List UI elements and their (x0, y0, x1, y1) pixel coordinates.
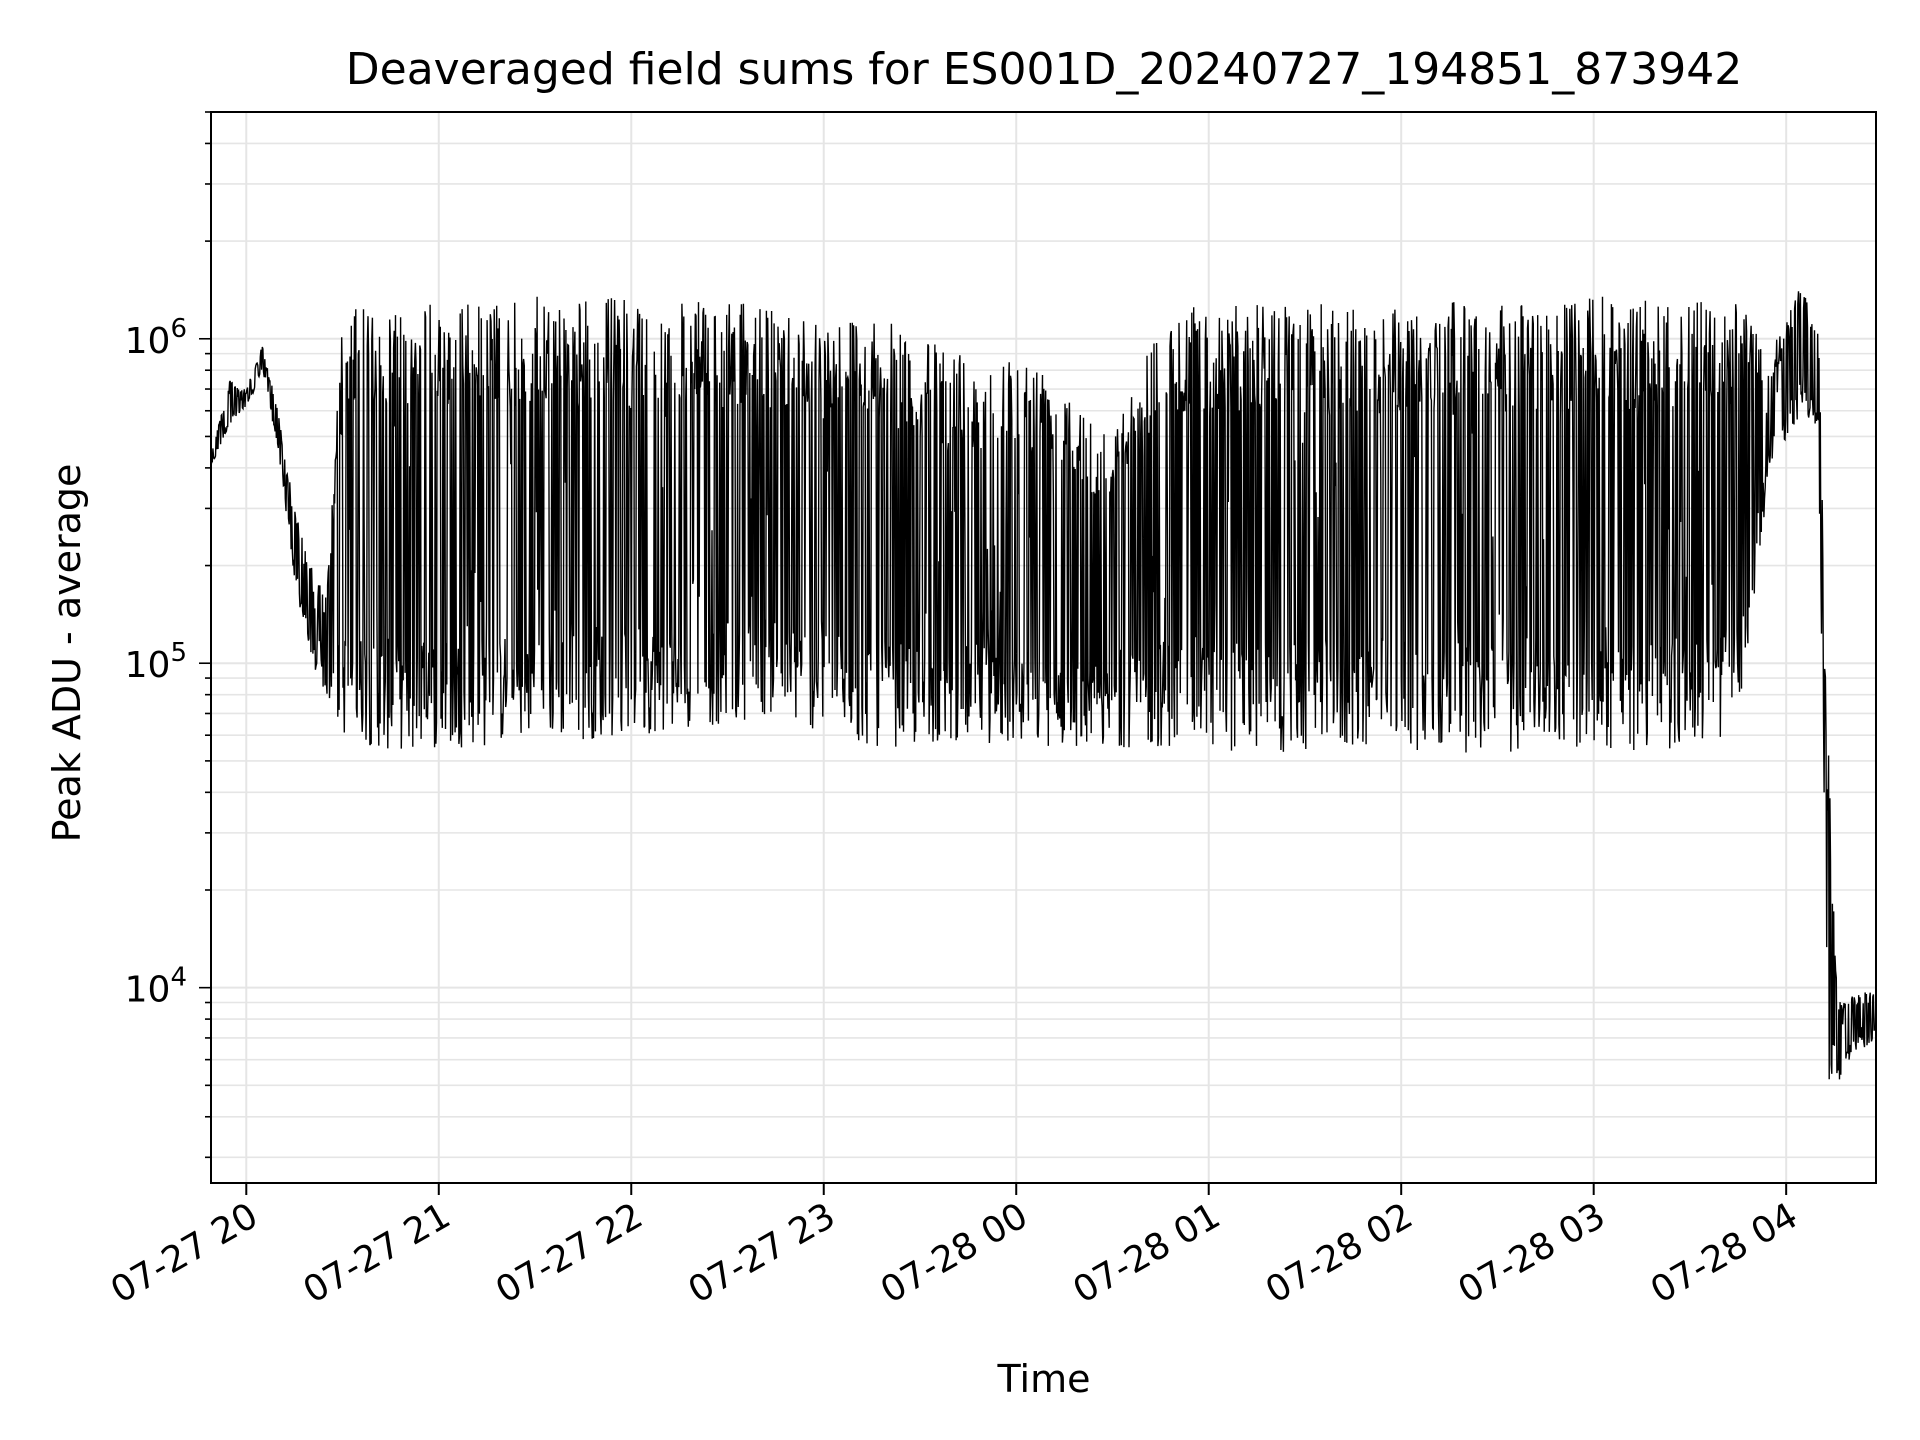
y-tick-label: 106 (125, 314, 187, 362)
data-series-line (210, 291, 1877, 1080)
data-series-path (210, 291, 1877, 1080)
x-axis-label: Time (997, 1357, 1091, 1401)
chart-title: Deaveraged field sums for ES001D_2024072… (346, 44, 1742, 95)
y-axis-ticks: 104 105 106 (125, 111, 211, 1159)
plot-area-frame (210, 111, 1877, 1184)
y-tick-label: 104 (125, 963, 187, 1011)
y-tick-label: 105 (125, 638, 187, 686)
y-axis-label: Peak ADU - average (45, 464, 89, 843)
